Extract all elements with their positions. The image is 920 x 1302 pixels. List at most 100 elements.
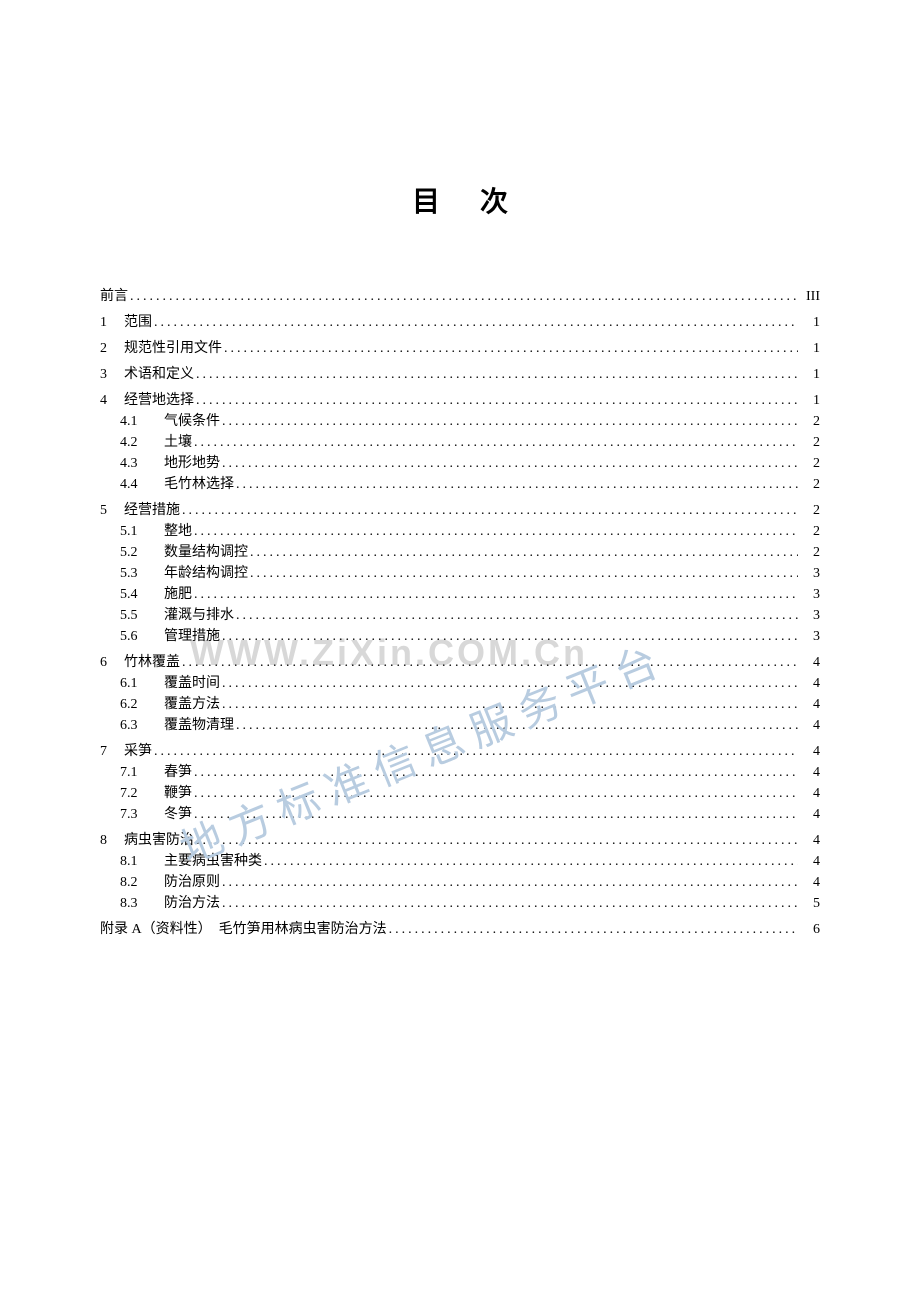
toc-page-number: 3 bbox=[798, 609, 820, 623]
toc-text: 灌溉与排水 bbox=[164, 609, 234, 623]
toc-number: 8 bbox=[100, 834, 124, 848]
toc-text: 防治方法 bbox=[164, 897, 220, 911]
toc-page-number: 4 bbox=[798, 834, 820, 848]
toc-entry: 8.2防治原则.................................… bbox=[100, 876, 820, 890]
toc-leader-dots: ........................................… bbox=[192, 436, 798, 450]
toc-leader-dots: ........................................… bbox=[248, 567, 798, 581]
toc-text: 覆盖时间 bbox=[164, 677, 220, 691]
toc-page-number: 4 bbox=[798, 787, 820, 801]
toc-entry: 4.4毛竹林选择................................… bbox=[100, 478, 820, 492]
toc-entry: 6.1覆盖时间.................................… bbox=[100, 677, 820, 691]
toc-entry: 2规范性引用文件................................… bbox=[100, 342, 820, 356]
toc-text: 经营地选择 bbox=[124, 394, 194, 408]
toc-entry: 8病虫害防治..................................… bbox=[100, 834, 820, 848]
toc-entry: 7.2鞭笋...................................… bbox=[100, 787, 820, 801]
toc-leader-dots: ........................................… bbox=[387, 923, 798, 937]
toc-entry: 附录 A（资料性） 毛竹笋用林病虫害防治方法..................… bbox=[100, 923, 820, 937]
toc-text: 防治原则 bbox=[164, 876, 220, 890]
toc-text: 采笋 bbox=[124, 745, 152, 759]
toc-entry: 5经营措施...................................… bbox=[100, 504, 820, 518]
toc-entry: 1范围.....................................… bbox=[100, 316, 820, 330]
toc-page-number: 3 bbox=[798, 630, 820, 644]
toc-number: 4.2 bbox=[120, 436, 164, 450]
toc-leader-dots: ........................................… bbox=[194, 368, 798, 382]
table-of-contents: 前言......................................… bbox=[100, 290, 820, 937]
toc-number: 4.4 bbox=[120, 478, 164, 492]
toc-text: 管理措施 bbox=[164, 630, 220, 644]
toc-leader-dots: ........................................… bbox=[128, 290, 798, 304]
toc-number: 5.2 bbox=[120, 546, 164, 560]
toc-entry: 8.3防治方法.................................… bbox=[100, 897, 820, 911]
toc-text: 整地 bbox=[164, 525, 192, 539]
toc-text: 地形地势 bbox=[164, 457, 220, 471]
toc-number: 6.3 bbox=[120, 719, 164, 733]
toc-text: 春笋 bbox=[164, 766, 192, 780]
toc-number: 5.6 bbox=[120, 630, 164, 644]
toc-number: 5.4 bbox=[120, 588, 164, 602]
toc-number: 5.3 bbox=[120, 567, 164, 581]
toc-leader-dots: ........................................… bbox=[192, 525, 798, 539]
toc-leader-dots: ........................................… bbox=[152, 316, 798, 330]
toc-page-number: 3 bbox=[798, 588, 820, 602]
toc-leader-dots: ........................................… bbox=[192, 588, 798, 602]
toc-text: 覆盖物清理 bbox=[164, 719, 234, 733]
toc-text: 术语和定义 bbox=[124, 368, 194, 382]
toc-page-number: 4 bbox=[798, 677, 820, 691]
toc-page-number: 6 bbox=[798, 923, 820, 937]
toc-page-number: 4 bbox=[798, 719, 820, 733]
toc-entry: 4经营地选择..................................… bbox=[100, 394, 820, 408]
toc-page-number: 3 bbox=[798, 567, 820, 581]
toc-number: 3 bbox=[100, 368, 124, 382]
toc-text: 主要病虫害种类 bbox=[164, 855, 262, 869]
toc-text: 范围 bbox=[124, 316, 152, 330]
toc-page-number: 2 bbox=[798, 504, 820, 518]
toc-leader-dots: ........................................… bbox=[194, 834, 798, 848]
toc-page-number: 2 bbox=[798, 546, 820, 560]
toc-text: 数量结构调控 bbox=[164, 546, 248, 560]
toc-text: 冬笋 bbox=[164, 808, 192, 822]
toc-number: 6.2 bbox=[120, 698, 164, 712]
toc-page-number: 2 bbox=[798, 457, 820, 471]
toc-leader-dots: ........................................… bbox=[180, 656, 798, 670]
toc-page-number: 4 bbox=[798, 876, 820, 890]
toc-leader-dots: ........................................… bbox=[192, 766, 798, 780]
toc-entry: 4.3地形地势.................................… bbox=[100, 457, 820, 471]
toc-page-number: 4 bbox=[798, 698, 820, 712]
toc-number: 5.5 bbox=[120, 609, 164, 623]
toc-text: 年龄结构调控 bbox=[164, 567, 248, 581]
toc-leader-dots: ........................................… bbox=[220, 876, 798, 890]
toc-leader-dots: ........................................… bbox=[234, 609, 798, 623]
page-title: 目次 bbox=[100, 180, 820, 220]
toc-entry: 6.3覆盖物清理................................… bbox=[100, 719, 820, 733]
toc-number: 4.1 bbox=[120, 415, 164, 429]
toc-leader-dots: ........................................… bbox=[220, 415, 798, 429]
toc-text: 毛竹林选择 bbox=[164, 478, 234, 492]
toc-entry: 3术语和定义..................................… bbox=[100, 368, 820, 382]
toc-leader-dots: ........................................… bbox=[234, 478, 798, 492]
toc-number: 1 bbox=[100, 316, 124, 330]
toc-text: 气候条件 bbox=[164, 415, 220, 429]
toc-number: 5.1 bbox=[120, 525, 164, 539]
toc-page-number: 4 bbox=[798, 855, 820, 869]
toc-leader-dots: ........................................… bbox=[222, 342, 798, 356]
toc-leader-dots: ........................................… bbox=[220, 897, 798, 911]
toc-page-number: 5 bbox=[798, 897, 820, 911]
toc-entry: 6.2覆盖方法.................................… bbox=[100, 698, 820, 712]
toc-page-number: 4 bbox=[798, 656, 820, 670]
toc-number: 7.1 bbox=[120, 766, 164, 780]
toc-leader-dots: ........................................… bbox=[248, 546, 798, 560]
toc-entry: 5.6管理措施.................................… bbox=[100, 630, 820, 644]
toc-leader-dots: ........................................… bbox=[220, 630, 798, 644]
toc-leader-dots: ........................................… bbox=[192, 787, 798, 801]
toc-page-number: 4 bbox=[798, 745, 820, 759]
toc-entry: 6竹林覆盖...................................… bbox=[100, 656, 820, 670]
toc-entry: 5.1整地...................................… bbox=[100, 525, 820, 539]
toc-leader-dots: ........................................… bbox=[152, 745, 798, 759]
toc-number: 8.2 bbox=[120, 876, 164, 890]
toc-number: 2 bbox=[100, 342, 124, 356]
toc-entry: 5.2数量结构调控...............................… bbox=[100, 546, 820, 560]
toc-page-number: III bbox=[798, 290, 820, 304]
toc-leader-dots: ........................................… bbox=[220, 677, 798, 691]
toc-entry: 5.3年龄结构调控...............................… bbox=[100, 567, 820, 581]
toc-leader-dots: ........................................… bbox=[220, 698, 798, 712]
